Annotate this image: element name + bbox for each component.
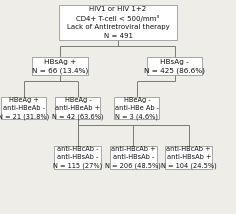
FancyBboxPatch shape bbox=[147, 57, 202, 76]
FancyBboxPatch shape bbox=[55, 97, 100, 119]
FancyBboxPatch shape bbox=[54, 146, 101, 169]
FancyBboxPatch shape bbox=[59, 5, 177, 40]
Text: HBsAg +
N = 66 (13.4%): HBsAg + N = 66 (13.4%) bbox=[32, 59, 88, 74]
Text: HBeAg -
anti-HBeAb +
N = 42 (63.6%): HBeAg - anti-HBeAb + N = 42 (63.6%) bbox=[52, 97, 104, 120]
Text: anti-HBcAb +
anti-HBsAb -
N = 206 (48.5%): anti-HBcAb + anti-HBsAb - N = 206 (48.5%… bbox=[105, 146, 161, 169]
FancyBboxPatch shape bbox=[165, 146, 212, 169]
FancyBboxPatch shape bbox=[1, 97, 46, 119]
Text: HBeAg -
anti-HBe Ab -
N = 3 (4.6%): HBeAg - anti-HBe Ab - N = 3 (4.6%) bbox=[115, 97, 159, 120]
Text: anti-HBcAb +
anti-HBsAb +
N = 104 (24.5%): anti-HBcAb + anti-HBsAb + N = 104 (24.5%… bbox=[161, 146, 217, 169]
FancyBboxPatch shape bbox=[110, 146, 157, 169]
Text: anti-HBcAb -
anti-HBsAb -
N = 115 (27%): anti-HBcAb - anti-HBsAb - N = 115 (27%) bbox=[53, 146, 102, 169]
Text: HBsAg -
N = 425 (86.6%): HBsAg - N = 425 (86.6%) bbox=[144, 59, 205, 74]
Text: HBeAg +
anti-HBeAb -
N = 21 (31.8%): HBeAg + anti-HBeAb - N = 21 (31.8%) bbox=[0, 97, 49, 120]
FancyBboxPatch shape bbox=[33, 57, 88, 76]
Text: HIV1 or HIV 1+2
CD4+ T-cell < 500/mm³
Lack of Antiretroviral therapy
N = 491: HIV1 or HIV 1+2 CD4+ T-cell < 500/mm³ La… bbox=[67, 6, 169, 39]
FancyBboxPatch shape bbox=[114, 97, 159, 119]
